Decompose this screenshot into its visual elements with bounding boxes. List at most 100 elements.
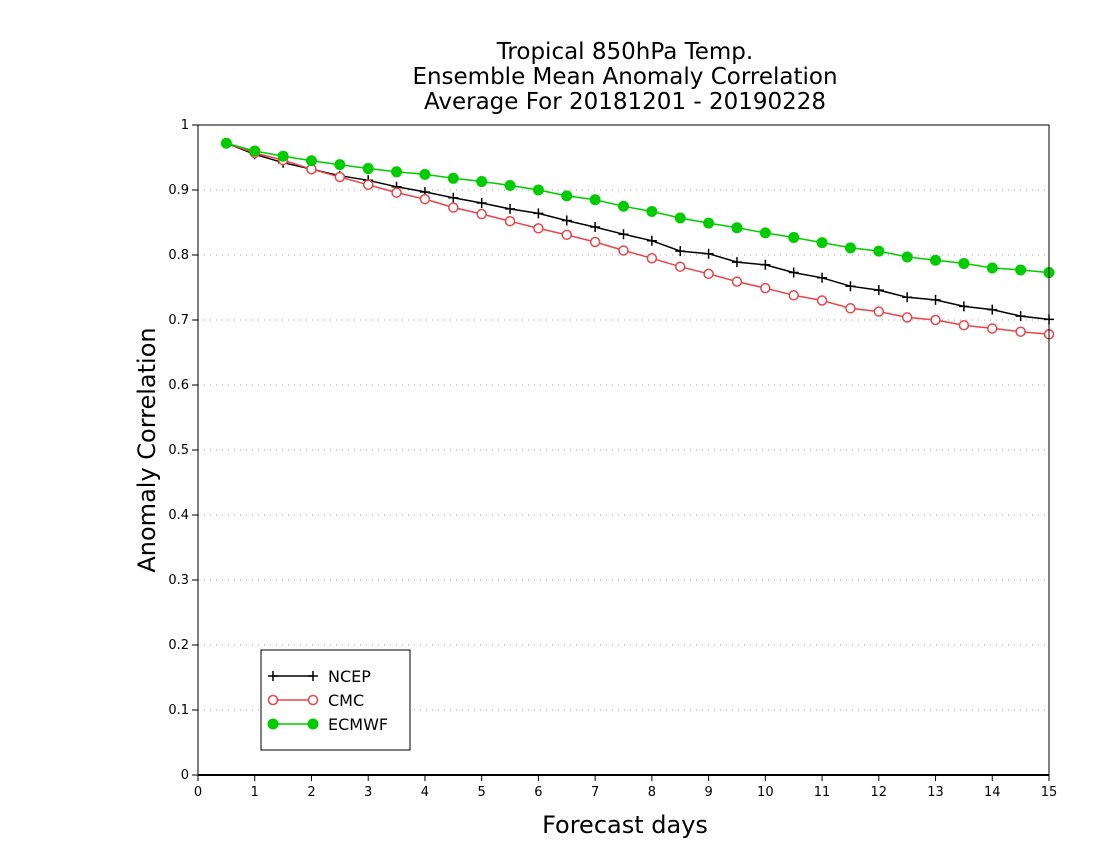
- title-line-1: Tropical 850hPa Temp.: [496, 39, 753, 65]
- data-point: [362, 163, 374, 175]
- data-point: [816, 295, 828, 306]
- data-point: [334, 171, 346, 183]
- x-tick-label: 5: [478, 785, 486, 800]
- series-layer: [220, 137, 1055, 340]
- data-point: [277, 150, 289, 162]
- x-axis-ticks: 0 1 2 3 4 5 6 7 8 9 10 11 12 13 14 15: [194, 775, 1057, 800]
- data-point: [589, 194, 601, 206]
- data-point: [675, 246, 686, 257]
- data-point: [504, 179, 516, 191]
- x-tick-label: 14: [984, 785, 1001, 800]
- data-point: [958, 319, 970, 331]
- data-point: [760, 259, 771, 270]
- legend-item-cmc: CMC: [267, 691, 364, 710]
- legend-marker: [308, 671, 318, 681]
- data-point: [334, 159, 346, 171]
- x-tick-label: 8: [648, 785, 656, 800]
- data-point: [533, 223, 544, 234]
- data-point: [817, 272, 828, 283]
- series-line: [226, 142, 1050, 336]
- series-cmc: [221, 137, 1055, 340]
- series-line: [226, 142, 1050, 274]
- data-point: [391, 166, 403, 178]
- x-tick-label: 4: [421, 785, 429, 800]
- data-point: [618, 245, 629, 256]
- legend-marker: [267, 718, 279, 730]
- data-point: [476, 176, 488, 188]
- data-point: [703, 248, 714, 259]
- data-point: [419, 193, 431, 205]
- data-point: [987, 304, 998, 315]
- data-point: [986, 262, 998, 274]
- y-tick-label: 0.1: [168, 703, 189, 718]
- title-line-3: Average For 20181201 - 20190228: [424, 89, 826, 115]
- data-point: [731, 222, 743, 234]
- data-point: [362, 179, 374, 191]
- data-point: [447, 172, 459, 184]
- y-tick-label: 0: [181, 768, 189, 783]
- y-tick-label: 1: [181, 118, 189, 133]
- title-line-2: Ensemble Mean Anomaly Correlation: [412, 64, 837, 90]
- data-point: [930, 314, 941, 326]
- data-point: [873, 245, 885, 257]
- x-tick-label: 13: [927, 785, 944, 800]
- legend-label: CMC: [328, 691, 364, 710]
- legend-label: NCEP: [328, 667, 371, 686]
- legend-item-ncep: NCEP: [268, 667, 371, 686]
- data-point: [1015, 326, 1026, 337]
- data-point: [448, 192, 459, 203]
- data-point: [646, 205, 658, 217]
- y-axis-label: Anomaly Correlation: [133, 327, 161, 572]
- x-tick-label: 7: [591, 785, 599, 800]
- data-point: [1015, 264, 1027, 276]
- series-line: [226, 142, 1050, 321]
- x-tick-label: 11: [814, 785, 831, 800]
- data-point: [873, 306, 885, 317]
- data-point: [788, 267, 799, 278]
- data-point: [703, 268, 714, 280]
- data-point: [958, 257, 970, 269]
- x-tick-label: 1: [251, 785, 259, 800]
- data-point: [703, 217, 715, 229]
- legend-item-ecmwf: ECMWF: [267, 715, 388, 734]
- x-tick-label: 9: [704, 785, 712, 800]
- chart-title: Tropical 850hPa Temp. Ensemble Mean Anom…: [412, 39, 837, 115]
- y-axis-ticks: 0 0.1 0.2 0.3 0.4 0.5 0.6 0.7 0.8 0.9 1: [168, 118, 198, 783]
- data-point: [731, 276, 743, 287]
- y-tick-label: 0.7: [168, 313, 189, 328]
- y-tick-label: 0.2: [168, 638, 189, 653]
- data-point: [788, 290, 799, 301]
- data-point: [901, 312, 913, 323]
- x-tick-label: 15: [1041, 785, 1058, 800]
- data-point: [901, 251, 913, 263]
- legend-marker: [307, 718, 319, 730]
- data-point: [760, 282, 771, 294]
- y-tick-label: 0.9: [168, 183, 189, 198]
- data-point: [816, 237, 828, 249]
- data-point: [419, 168, 431, 180]
- y-tick-label: 0.3: [168, 573, 189, 588]
- data-point: [220, 137, 232, 149]
- data-point: [646, 253, 658, 264]
- data-point: [845, 281, 856, 292]
- x-tick-label: 0: [194, 785, 202, 800]
- data-point: [902, 292, 913, 303]
- data-point: [674, 261, 686, 272]
- data-point: [533, 208, 544, 219]
- data-point: [987, 323, 998, 334]
- data-point: [759, 227, 771, 239]
- y-tick-label: 0.6: [168, 378, 189, 393]
- x-axis-label: Forecast days: [542, 811, 708, 839]
- data-point: [646, 235, 657, 246]
- data-point: [561, 229, 573, 241]
- data-point: [618, 229, 629, 240]
- data-point: [561, 215, 572, 226]
- x-tick-label: 2: [307, 785, 315, 800]
- x-tick-label: 10: [757, 785, 774, 800]
- data-point: [1015, 311, 1026, 322]
- data-point: [930, 254, 942, 266]
- data-point: [590, 222, 601, 233]
- grid: [198, 189, 1049, 711]
- x-tick-label: 3: [364, 785, 372, 800]
